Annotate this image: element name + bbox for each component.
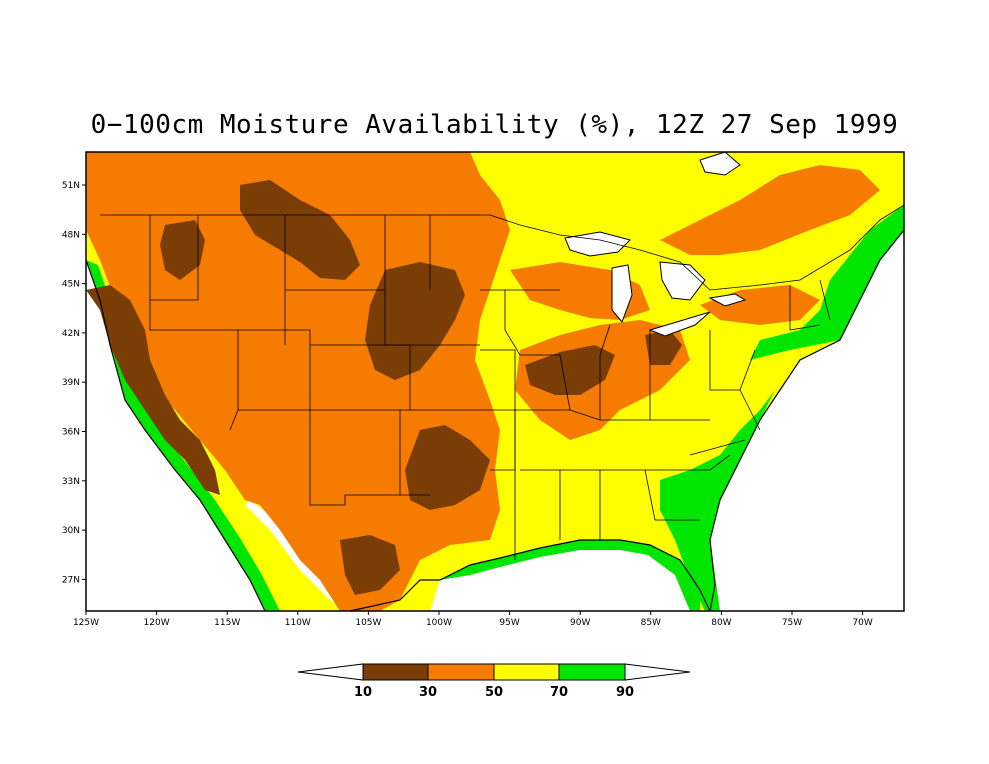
lon-tick-label: 80W <box>711 618 731 628</box>
colorbar-label: 10 <box>354 685 372 700</box>
field-verydry-missouri <box>525 345 615 395</box>
lake-erie <box>648 311 711 337</box>
field-verydry-oregon <box>160 220 205 280</box>
pacific-ocean <box>86 260 265 611</box>
colorbar: 10 30 50 70 90 <box>297 663 691 700</box>
lake-ontario <box>708 293 747 307</box>
field-verydry-texas <box>405 425 490 510</box>
lon-tick-label: 120W <box>144 618 170 628</box>
lat-tick-label: 30N <box>62 526 80 536</box>
lat-tick-label: 45N <box>62 280 80 290</box>
colorbar-bin-wet <box>558 663 626 681</box>
colorbar-low-arrow <box>297 663 364 681</box>
colorbar-bin-verydry <box>362 663 429 681</box>
field-verydry-california <box>86 285 220 495</box>
colorbar-high-arrow <box>624 663 691 681</box>
plot-frame <box>85 151 905 612</box>
intl-border <box>489 204 904 291</box>
lat-tick-label: 51N <box>62 181 80 191</box>
field-wet-northeast <box>750 205 904 360</box>
lat-tick-label: 27N <box>62 575 80 585</box>
lat-tick-label: 33N <box>62 477 80 487</box>
lat-tick-label: 48N <box>62 230 80 240</box>
gulf-coastline <box>349 539 711 611</box>
lon-tick-label: 110W <box>285 618 311 628</box>
field-verydry-northwest <box>240 180 360 280</box>
lon-tick-label: 85W <box>641 618 661 628</box>
lon-tick-label: 105W <box>355 618 381 628</box>
atlantic-ocean <box>710 230 904 611</box>
field-verydry-mexico <box>340 535 400 595</box>
field-dry-canada <box>660 165 880 255</box>
field-verydry-ohio <box>645 330 682 365</box>
lat-tick-label: 39N <box>62 378 80 388</box>
lake-michigan <box>611 264 633 323</box>
colorbar-label: 30 <box>419 685 437 700</box>
colorbar-bin-moderate <box>493 663 560 681</box>
field-verydry-plains <box>365 262 465 380</box>
lon-tick-label: 90W <box>570 618 590 628</box>
lon-tick-label: 70W <box>852 618 872 628</box>
lat-tick-label: 36N <box>62 428 80 438</box>
colorbar-bin-dry <box>427 663 495 681</box>
lon-tick-label: 100W <box>426 618 452 628</box>
map-field <box>86 152 904 611</box>
lon-axis: 125W 120W 115W 110W 105W 100W 95W 90W 85W 80W 75W 7… <box>73 611 873 628</box>
lon-tick-label: 95W <box>499 618 519 628</box>
atlantic-coastline <box>709 229 904 611</box>
lat-tick-label: 42N <box>62 329 80 339</box>
lon-tick-label: 125W <box>73 618 99 628</box>
state-borders <box>100 214 831 560</box>
field-wet-gulf <box>440 540 700 611</box>
colorbar-label: 50 <box>485 685 503 700</box>
field-wet-southeast <box>660 390 775 611</box>
lon-tick-label: 75W <box>782 618 802 628</box>
gulf-of-mexico <box>245 500 700 611</box>
hudson-bay-edge <box>699 152 741 176</box>
lat-axis: 51N 48N 45N 42N 39N 36N 33N 30N 27N <box>62 181 86 585</box>
lake-huron <box>659 261 706 301</box>
pacific-coastline <box>86 259 266 611</box>
colorbar-label: 90 <box>616 685 634 700</box>
colorbar-label: 70 <box>550 685 568 700</box>
lon-tick-label: 115W <box>214 618 240 628</box>
map-title: 0−100cm Moisture Availability (%), 12Z 2… <box>90 110 899 140</box>
